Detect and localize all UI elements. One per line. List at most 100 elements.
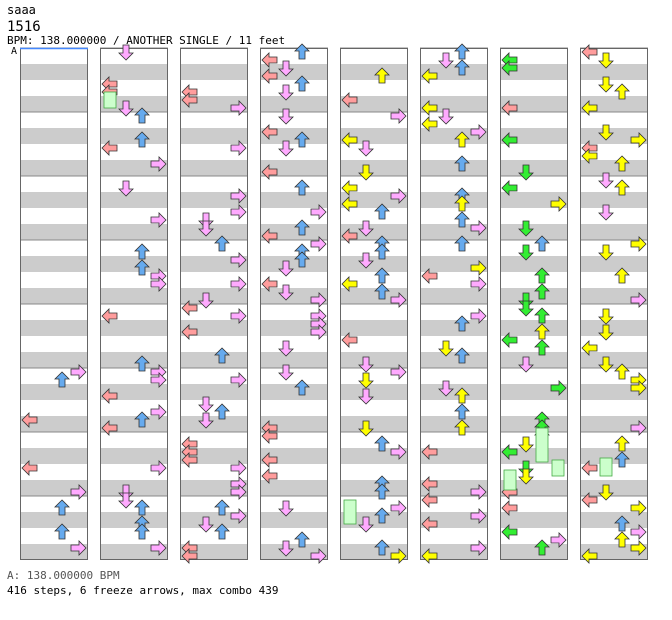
right-arrow-icon bbox=[630, 132, 647, 148]
down-arrow-icon bbox=[598, 76, 614, 93]
left-arrow-icon bbox=[261, 468, 278, 484]
down-arrow-icon bbox=[518, 220, 534, 237]
up-arrow-icon bbox=[54, 371, 70, 388]
left-arrow-icon bbox=[581, 548, 598, 564]
down-arrow-icon bbox=[118, 44, 134, 61]
right-arrow-icon bbox=[150, 372, 167, 388]
up-arrow-icon bbox=[214, 235, 230, 252]
right-arrow-icon bbox=[230, 372, 247, 388]
left-arrow-icon bbox=[341, 132, 358, 148]
left-arrow-icon bbox=[21, 460, 38, 476]
down-arrow-icon bbox=[518, 468, 534, 485]
down-arrow-icon bbox=[118, 180, 134, 197]
down-arrow-icon bbox=[118, 100, 134, 117]
left-arrow-icon bbox=[581, 460, 598, 476]
right-arrow-icon bbox=[310, 548, 327, 564]
left-arrow-icon bbox=[261, 52, 278, 68]
left-arrow-icon bbox=[341, 92, 358, 108]
left-arrow-icon bbox=[421, 68, 438, 84]
right-arrow-icon bbox=[470, 484, 487, 500]
down-arrow-icon bbox=[518, 356, 534, 373]
up-arrow-icon bbox=[454, 59, 470, 76]
down-arrow-icon bbox=[118, 484, 134, 501]
left-arrow-icon bbox=[421, 516, 438, 532]
down-arrow-icon bbox=[118, 492, 134, 509]
down-arrow-icon bbox=[438, 52, 454, 69]
up-arrow-icon bbox=[454, 315, 470, 332]
bpm-footer: A: 138.000000 BPM bbox=[7, 569, 120, 582]
right-arrow-icon bbox=[150, 276, 167, 292]
down-arrow-icon bbox=[358, 220, 374, 237]
left-arrow-icon bbox=[501, 332, 518, 348]
down-arrow-icon bbox=[198, 412, 214, 429]
right-arrow-icon bbox=[470, 276, 487, 292]
column-border bbox=[500, 48, 568, 560]
up-arrow-icon bbox=[614, 515, 630, 532]
down-arrow-icon bbox=[278, 540, 294, 557]
up-arrow-icon bbox=[374, 243, 390, 260]
up-arrow-icon bbox=[134, 523, 150, 540]
down-arrow-icon bbox=[438, 340, 454, 357]
left-arrow-icon bbox=[501, 100, 518, 116]
left-arrow-icon bbox=[501, 180, 518, 196]
left-arrow-icon bbox=[581, 148, 598, 164]
right-arrow-icon bbox=[630, 380, 647, 396]
column-border bbox=[260, 48, 328, 560]
up-arrow-icon bbox=[134, 499, 150, 516]
left-arrow-icon bbox=[581, 340, 598, 356]
right-arrow-icon bbox=[630, 540, 647, 556]
right-arrow-icon bbox=[150, 540, 167, 556]
down-arrow-icon bbox=[358, 420, 374, 437]
down-arrow-icon bbox=[278, 84, 294, 101]
left-arrow-icon bbox=[261, 228, 278, 244]
right-arrow-icon bbox=[390, 188, 407, 204]
down-arrow-icon bbox=[598, 484, 614, 501]
right-arrow-icon bbox=[470, 308, 487, 324]
down-arrow-icon bbox=[278, 140, 294, 157]
right-arrow-icon bbox=[230, 188, 247, 204]
column-border bbox=[580, 48, 648, 560]
down-arrow-icon bbox=[518, 436, 534, 453]
right-arrow-icon bbox=[630, 420, 647, 436]
left-arrow-icon bbox=[261, 276, 278, 292]
left-arrow-icon bbox=[21, 412, 38, 428]
up-arrow-icon bbox=[374, 267, 390, 284]
up-arrow-icon bbox=[214, 499, 230, 516]
up-arrow-icon bbox=[454, 387, 470, 404]
up-arrow-icon bbox=[54, 499, 70, 516]
right-arrow-icon bbox=[230, 252, 247, 268]
left-arrow-icon bbox=[421, 476, 438, 492]
up-arrow-icon bbox=[454, 211, 470, 228]
right-arrow-icon bbox=[150, 212, 167, 228]
left-arrow-icon bbox=[501, 500, 518, 516]
down-arrow-icon bbox=[598, 308, 614, 325]
left-arrow-icon bbox=[101, 388, 118, 404]
right-arrow-icon bbox=[470, 508, 487, 524]
bpm-marker-label: A bbox=[11, 46, 18, 57]
up-arrow-icon bbox=[134, 411, 150, 428]
right-arrow-icon bbox=[230, 100, 247, 116]
up-arrow-icon bbox=[534, 235, 550, 252]
left-arrow-icon bbox=[581, 492, 598, 508]
down-arrow-icon bbox=[518, 244, 534, 261]
down-arrow-icon bbox=[598, 52, 614, 69]
up-arrow-icon bbox=[614, 435, 630, 452]
down-arrow-icon bbox=[278, 340, 294, 357]
down-arrow-icon bbox=[518, 460, 534, 477]
chart-stats: 416 steps, 6 freeze arrows, max combo 43… bbox=[7, 584, 279, 597]
right-arrow-icon bbox=[470, 220, 487, 236]
right-arrow-icon bbox=[230, 508, 247, 524]
song-title: saaa bbox=[7, 3, 36, 17]
right-arrow-icon bbox=[150, 404, 167, 420]
up-arrow-icon bbox=[374, 507, 390, 524]
left-arrow-icon bbox=[581, 44, 598, 60]
up-arrow-icon bbox=[454, 131, 470, 148]
up-arrow-icon bbox=[374, 539, 390, 556]
up-arrow-icon bbox=[454, 419, 470, 436]
left-arrow-icon bbox=[101, 308, 118, 324]
up-arrow-icon bbox=[454, 155, 470, 172]
left-arrow-icon bbox=[341, 228, 358, 244]
up-arrow-icon bbox=[614, 179, 630, 196]
up-arrow-icon bbox=[134, 243, 150, 260]
up-arrow-icon bbox=[534, 339, 550, 356]
